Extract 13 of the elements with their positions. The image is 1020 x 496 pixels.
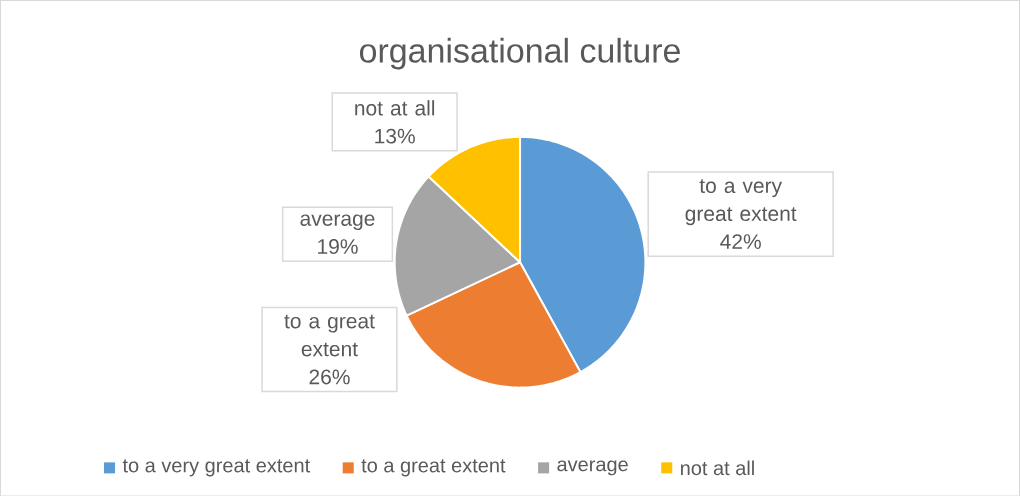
slice-label: not at all <box>355 99 435 116</box>
data-label: 26% <box>309 369 350 385</box>
data-label: 42% <box>720 233 761 249</box>
chart-title: organisational culture <box>359 37 680 70</box>
slice-label: to a very great extent <box>685 179 797 225</box>
legend-label: to a great extent <box>361 459 506 477</box>
slice-label: average <box>300 214 375 230</box>
data-label: 13% <box>375 128 415 144</box>
legend-label: average <box>557 460 628 476</box>
legend-label: to a very great extent <box>122 459 311 477</box>
slice-label: to a great extent <box>284 314 375 357</box>
data-label: 19% <box>318 238 358 254</box>
legend-label: not at all <box>681 460 754 475</box>
